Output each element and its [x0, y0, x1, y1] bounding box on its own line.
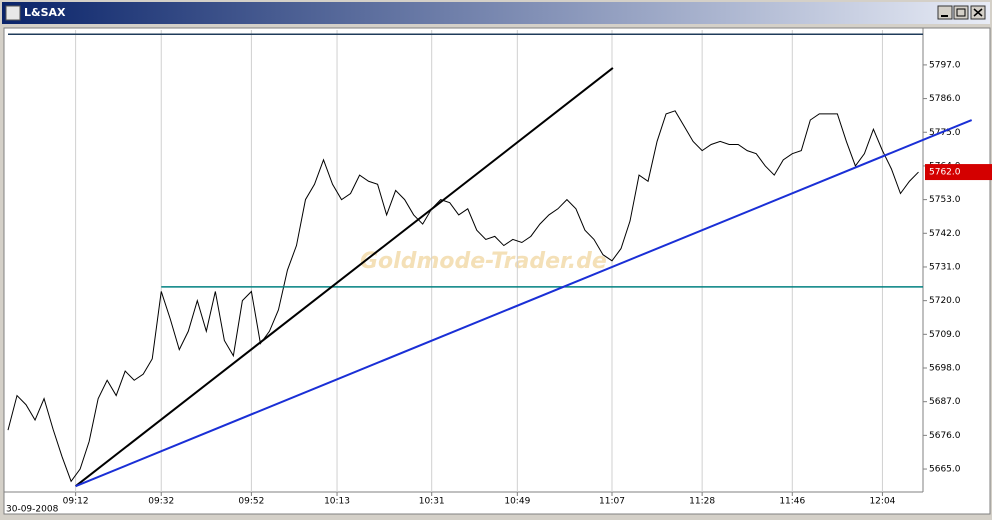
date-label: 30-09-2008 — [6, 505, 59, 515]
x-tick-label: 10:31 — [419, 497, 445, 507]
trend-line — [75, 119, 973, 488]
y-tick-label: 5775.0 — [929, 128, 961, 138]
last-price-tag — [925, 164, 992, 181]
title-bar — [2, 2, 990, 24]
window-title: L&SAX — [24, 6, 66, 19]
y-tick-label: 5709.0 — [929, 330, 961, 340]
y-tick-label: 5797.0 — [929, 60, 961, 70]
y-tick-label: 5786.0 — [929, 94, 961, 104]
x-tick-label: 10:13 — [324, 497, 350, 507]
close-icon — [973, 8, 983, 17]
last-price-label: 5762.0 — [929, 168, 961, 178]
x-tick-label: 09:12 — [63, 497, 89, 507]
trend-line — [74, 67, 614, 487]
watermark: Goldmode-Trader.de — [360, 249, 607, 274]
chart-area — [3, 27, 991, 515]
y-tick-label: 5676.0 — [929, 431, 961, 441]
x-tick-label: 11:46 — [779, 497, 805, 507]
y-tick-label: 5687.0 — [929, 397, 961, 407]
y-tick-label: 5742.0 — [929, 229, 961, 239]
price-line — [7, 110, 919, 483]
window-buttons[interactable] — [937, 5, 986, 20]
app-icon — [5, 5, 21, 21]
y-tick-label: 5753.0 — [929, 195, 961, 205]
y-tick-label: 5698.0 — [929, 364, 961, 374]
x-tick-label: 11:07 — [599, 497, 625, 507]
maximize-icon — [956, 8, 966, 17]
maximize-button[interactable] — [953, 5, 969, 20]
y-tick-label: 5720.0 — [929, 296, 961, 306]
minimize-button[interactable] — [937, 5, 953, 20]
y-tick-label: 5731.0 — [929, 262, 961, 272]
x-tick-label: 09:52 — [238, 497, 264, 507]
y-tick-label: 5665.0 — [929, 465, 961, 475]
x-tick-label: 12:04 — [869, 497, 895, 507]
x-tick-label: 10:49 — [504, 497, 530, 507]
x-tick-label: 11:28 — [689, 497, 715, 507]
x-tick-label: 09:32 — [148, 497, 174, 507]
